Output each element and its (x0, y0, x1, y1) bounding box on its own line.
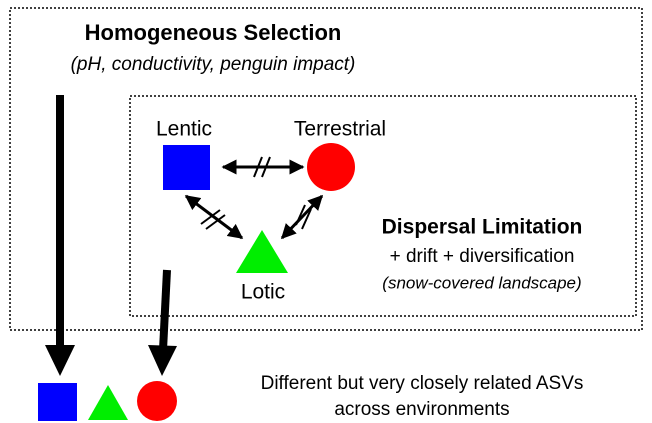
selection-arrows (45, 95, 177, 376)
terrestrial-circle (307, 143, 355, 191)
process-title: Dispersal Limitation (382, 216, 583, 239)
title: Homogeneous Selection (85, 20, 342, 45)
dispersal-arrows (184, 156, 324, 240)
node-label: Lentic (156, 118, 212, 141)
process-line: (snow-covered landscape) (382, 273, 581, 292)
result-circle (137, 381, 177, 421)
inner-box (129, 95, 637, 317)
result-square (38, 383, 77, 421)
result-line: Different but very closely related ASVs (261, 373, 584, 394)
lentic-square (163, 145, 210, 190)
node-label: Terrestrial (294, 118, 386, 141)
subtitle: (pH, conductivity, penguin impact) (71, 54, 356, 75)
result-triangle (88, 385, 128, 420)
result-line: across environments (334, 399, 509, 420)
outer-box (9, 7, 643, 331)
process-line: + drift + diversification (390, 246, 575, 267)
lotic-triangle (236, 230, 288, 273)
node-label: Lotic (241, 281, 285, 304)
